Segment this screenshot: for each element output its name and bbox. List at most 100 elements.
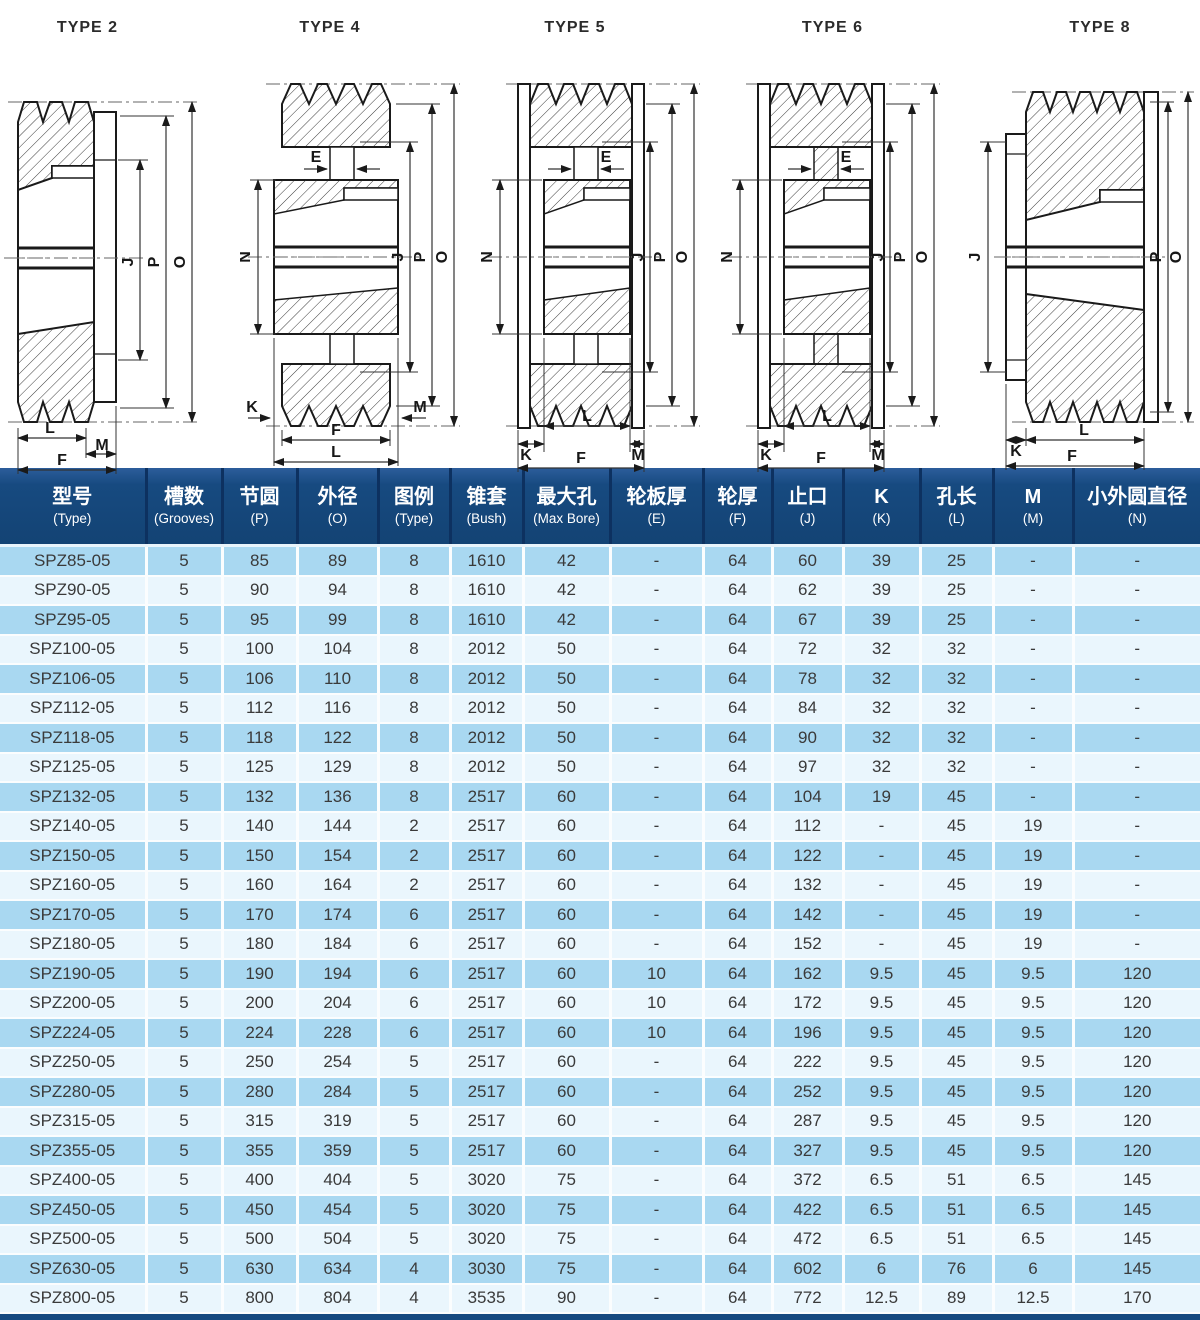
column-header-en: (J) <box>774 509 842 528</box>
table-cell: 634 <box>297 1254 378 1284</box>
column-header-zh: 外径 <box>299 485 377 509</box>
table-cell: 8 <box>378 546 450 576</box>
table-cell: 118 <box>222 723 297 753</box>
table-cell: - <box>610 1166 703 1196</box>
table-cell: SPZ100-05 <box>0 635 146 665</box>
table-cell: 72 <box>772 635 843 665</box>
table-cell: SPZ224-05 <box>0 1018 146 1048</box>
table-cell: SPZ118-05 <box>0 723 146 753</box>
table-cell: - <box>843 871 920 901</box>
table-cell: 42 <box>523 576 610 606</box>
table-cell: 287 <box>772 1107 843 1137</box>
table-cell: 8 <box>378 694 450 724</box>
pulley-drawing-type-5: E N J P O <box>480 42 720 476</box>
table-cell: 32 <box>920 723 993 753</box>
table-cell: 64 <box>703 1077 772 1107</box>
table-cell: - <box>610 930 703 960</box>
table-cell: 120 <box>1073 1107 1200 1137</box>
table-cell: - <box>610 1136 703 1166</box>
table-cell: 2517 <box>450 1077 523 1107</box>
table-cell: 9.5 <box>843 1018 920 1048</box>
table-cell: 45 <box>920 782 993 812</box>
table-cell: - <box>610 664 703 694</box>
column-header-zh: 轮板厚 <box>612 485 702 509</box>
table-cell: 45 <box>920 871 993 901</box>
table-cell: 5 <box>146 989 222 1019</box>
diagram-title: TYPE 8 <box>980 14 1200 42</box>
table-cell: 145 <box>1073 1166 1200 1196</box>
table-cell: - <box>1073 930 1200 960</box>
table-cell: 200 <box>222 989 297 1019</box>
dim-label-j: J <box>967 253 984 262</box>
table-cell: 2517 <box>450 841 523 871</box>
table-cell: 32 <box>920 664 993 694</box>
table-cell: 2517 <box>450 782 523 812</box>
table-cell: - <box>610 546 703 576</box>
table-cell: 5 <box>146 930 222 960</box>
table-cell: 5 <box>146 1077 222 1107</box>
table-cell: 5 <box>146 959 222 989</box>
table-cell: 60 <box>523 930 610 960</box>
column-header-zh: 轮厚 <box>705 485 771 509</box>
table-cell: 45 <box>920 900 993 930</box>
table-cell: 120 <box>1073 1018 1200 1048</box>
table-cell: SPZ140-05 <box>0 812 146 842</box>
table-cell: 6.5 <box>993 1166 1073 1196</box>
table-cell: 222 <box>772 1048 843 1078</box>
table-cell: 60 <box>523 871 610 901</box>
table-cell: 9.5 <box>993 1077 1073 1107</box>
table-cell: 2517 <box>450 1048 523 1078</box>
table-cell: 64 <box>703 989 772 1019</box>
dim-label-l: L <box>331 444 341 461</box>
table-cell: 129 <box>297 753 378 783</box>
column-header: 槽数(Grooves) <box>146 468 222 546</box>
table-cell: 194 <box>297 959 378 989</box>
table-cell: 4 <box>378 1254 450 1284</box>
table-cell: - <box>610 723 703 753</box>
table-cell: 60 <box>523 841 610 871</box>
column-header: M(M) <box>993 468 1073 546</box>
table-cell: - <box>993 635 1073 665</box>
pulley-diagrams: TYPE 2 <box>0 0 1200 468</box>
table-cell: 90 <box>222 576 297 606</box>
column-header-zh: 止口 <box>774 485 842 509</box>
table-cell: 5 <box>146 1284 222 1314</box>
table-cell: 160 <box>222 871 297 901</box>
table-cell: - <box>610 694 703 724</box>
column-header-zh: M <box>995 485 1072 509</box>
table-cell: - <box>610 1195 703 1225</box>
table-cell: 170 <box>222 900 297 930</box>
table-cell: - <box>1073 694 1200 724</box>
diagram-type-4: TYPE 4 <box>240 14 480 468</box>
table-cell: 9.5 <box>843 989 920 1019</box>
table-cell: 45 <box>920 1077 993 1107</box>
table-cell: 2517 <box>450 812 523 842</box>
table-cell: 450 <box>222 1195 297 1225</box>
table-header-row: 型号(Type)槽数(Grooves)节圆(P)外径(O)图例(Type)锥套(… <box>0 468 1200 546</box>
table-cell: 5 <box>146 546 222 576</box>
table-cell: 170 <box>1073 1284 1200 1314</box>
table-cell: 2012 <box>450 694 523 724</box>
table-cell: 2517 <box>450 1107 523 1137</box>
table-cell: 145 <box>1073 1195 1200 1225</box>
table-cell: 99 <box>297 605 378 635</box>
table-cell: - <box>993 664 1073 694</box>
table-cell: 62 <box>772 576 843 606</box>
table-cell: 5 <box>146 841 222 871</box>
table-cell: 228 <box>297 1018 378 1048</box>
table-cell: 51 <box>920 1195 993 1225</box>
table-cell: 5 <box>378 1048 450 1078</box>
table-cell: 9.5 <box>993 989 1073 1019</box>
table-cell: 422 <box>772 1195 843 1225</box>
table-cell: 60 <box>772 546 843 576</box>
table-cell: 12.5 <box>843 1284 920 1314</box>
table-cell: 254 <box>297 1048 378 1078</box>
table-cell: 6.5 <box>843 1166 920 1196</box>
table-cell: 2012 <box>450 753 523 783</box>
table-cell: 3535 <box>450 1284 523 1314</box>
